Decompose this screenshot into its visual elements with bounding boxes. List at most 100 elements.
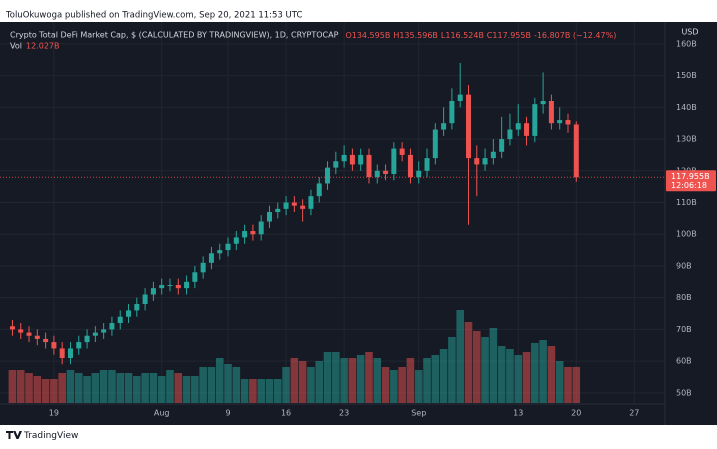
volume-bar <box>332 352 340 403</box>
candle-body <box>67 348 73 358</box>
volume-bar <box>323 352 332 403</box>
legend-low: L116.524B <box>441 31 484 40</box>
candle-body <box>167 284 173 286</box>
volume-bar <box>439 349 448 403</box>
candle-body <box>507 129 513 140</box>
publish-note: ToluOkuwoga published on TradingView.com… <box>5 11 302 21</box>
candle-body <box>175 284 181 289</box>
candle-body <box>524 123 530 136</box>
candle-body <box>474 158 480 165</box>
y-tick-label: 60B <box>676 357 692 366</box>
candle-body <box>258 221 264 235</box>
candle-body <box>43 338 49 343</box>
legend-open: O134.595B <box>345 31 390 40</box>
volume-bar <box>497 346 506 403</box>
volume-bar <box>91 373 100 403</box>
candle-body <box>283 202 289 209</box>
x-tick-label: 16 <box>281 409 291 418</box>
candle-body <box>333 161 339 168</box>
brand: TradingView <box>23 431 78 441</box>
volume-bar <box>340 358 348 403</box>
volume-bar <box>199 367 207 403</box>
volume-bar <box>315 361 324 403</box>
volume-bar <box>506 349 514 403</box>
candle-body <box>208 253 214 263</box>
candle-body <box>399 148 405 155</box>
candle-body <box>92 332 98 336</box>
ohlc-legend: O134.595B H135.596B L116.524B C117.955B -16.… <box>345 31 616 40</box>
vol-value: 12.027B <box>26 42 59 51</box>
candle-body <box>457 94 463 101</box>
candle-body <box>59 348 65 358</box>
footer-bg <box>0 425 717 449</box>
legend-high: H135.596B <box>393 31 438 40</box>
y-tick-label: 160B <box>676 39 697 48</box>
candle-body <box>499 139 505 152</box>
candle-body <box>51 342 57 349</box>
volume-bar <box>41 379 50 403</box>
candle-body <box>424 158 430 171</box>
volume-bar <box>282 367 290 403</box>
volume-bar <box>108 370 116 403</box>
y-tick-label: 90B <box>676 261 692 270</box>
candle-body <box>101 329 107 333</box>
volume-bar <box>215 358 224 403</box>
x-tick-label: 9 <box>225 409 230 418</box>
volume-bar <box>224 364 232 403</box>
y-tick-label: 150B <box>676 71 697 80</box>
candle-body <box>341 154 347 162</box>
candle-body <box>76 342 82 349</box>
candle-body <box>316 183 322 197</box>
candle-body <box>34 335 40 339</box>
volume-bar <box>547 346 556 403</box>
x-tick-label: 13 <box>513 409 523 418</box>
volume-bar <box>414 370 423 403</box>
candle-body <box>26 332 32 336</box>
volume-bar <box>381 367 390 403</box>
candle-body <box>465 94 471 159</box>
price-tag <box>666 170 716 192</box>
volume-bar <box>348 358 357 403</box>
volume-bar <box>522 352 531 403</box>
legend-change: -16.807B (−12.47%) <box>534 31 616 40</box>
candle-body <box>134 304 140 311</box>
volume-bar <box>298 361 307 403</box>
volume-bar <box>257 379 265 403</box>
candle-body <box>391 148 397 174</box>
volume-bar <box>50 379 58 403</box>
candle-body <box>432 129 438 159</box>
plot <box>0 22 665 403</box>
candle-body <box>109 323 115 330</box>
volume-bar <box>124 373 133 403</box>
y-tick-label: 110B <box>676 198 697 207</box>
price-tag-value: 117.955B <box>671 172 710 181</box>
candle-body <box>9 326 15 330</box>
chart-title: Crypto Total DeFi Market Cap, $ (CALCULA… <box>10 31 339 40</box>
candle-body <box>184 281 190 289</box>
candle-body <box>117 316 123 324</box>
volume-bar <box>423 358 431 403</box>
volume-bar <box>58 373 66 403</box>
volume-bar <box>555 361 564 403</box>
volume-bar <box>307 367 315 403</box>
candle-body <box>150 288 156 295</box>
candle-body <box>192 272 198 282</box>
volume-bar <box>174 373 183 403</box>
y-tick-label: 80B <box>676 293 692 302</box>
volume-bar <box>191 376 199 403</box>
currency: USD <box>681 28 698 37</box>
volume-bar <box>149 373 158 403</box>
volume-bar <box>431 355 440 403</box>
candle-body <box>416 170 422 178</box>
legend-close: C117.955B <box>487 31 531 40</box>
candle-body <box>548 100 554 124</box>
candle-body <box>291 202 297 206</box>
volume-bar <box>406 358 415 403</box>
volume-bar <box>564 367 572 403</box>
candle-body <box>233 237 239 244</box>
volume-bar <box>448 337 456 403</box>
candle-body <box>225 243 231 251</box>
volume-bar <box>481 337 489 403</box>
volume-bar <box>572 366 581 403</box>
volume-bar <box>290 358 299 403</box>
